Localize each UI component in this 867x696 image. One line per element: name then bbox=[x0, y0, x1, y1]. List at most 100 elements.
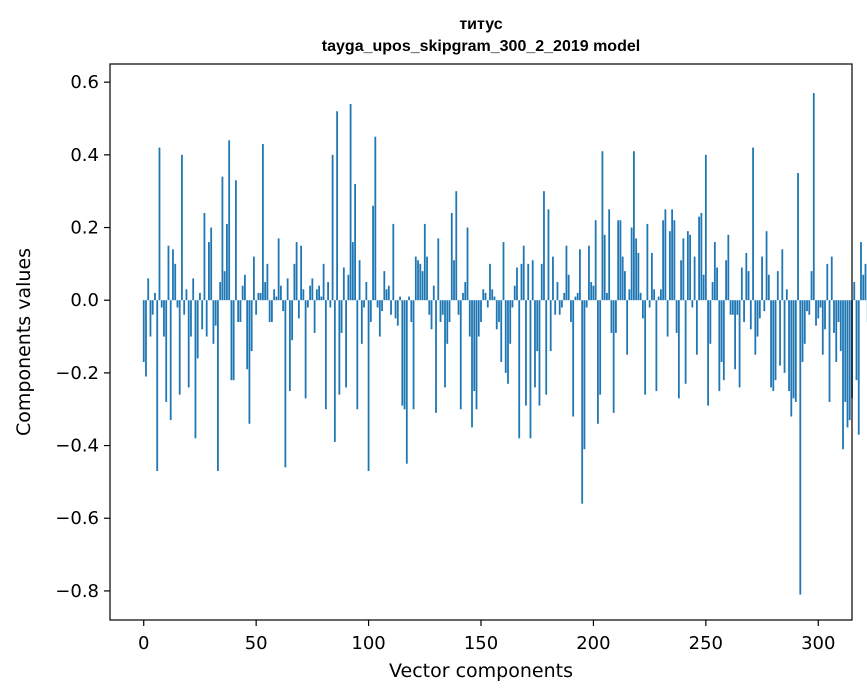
bar bbox=[194, 300, 197, 439]
bar bbox=[158, 147, 161, 301]
bar bbox=[507, 300, 509, 384]
bar bbox=[740, 267, 743, 301]
bar bbox=[677, 300, 680, 399]
bar bbox=[253, 256, 255, 301]
bar bbox=[482, 289, 485, 301]
bar bbox=[713, 242, 716, 301]
bar bbox=[864, 263, 867, 301]
bar bbox=[419, 263, 422, 301]
bar bbox=[297, 300, 300, 319]
bar bbox=[610, 300, 613, 333]
bar bbox=[785, 289, 788, 301]
bar bbox=[394, 300, 397, 319]
y-axis: 0.6 0.4 0.2 0.0 −0.2 −0.4 −0.6 −0.8 bbox=[55, 72, 110, 602]
bar bbox=[657, 296, 660, 301]
bar bbox=[163, 300, 165, 337]
bar bbox=[468, 300, 471, 337]
bar bbox=[295, 242, 298, 301]
bar bbox=[374, 136, 377, 301]
bar bbox=[716, 267, 718, 301]
bar bbox=[668, 231, 671, 301]
bar bbox=[711, 282, 714, 301]
bar bbox=[381, 300, 383, 312]
bar bbox=[572, 300, 575, 417]
bar bbox=[538, 300, 541, 406]
bar bbox=[318, 285, 321, 301]
bar bbox=[633, 151, 635, 301]
bar bbox=[176, 300, 179, 308]
bar bbox=[848, 300, 851, 421]
bar bbox=[279, 285, 282, 301]
bar bbox=[151, 300, 154, 315]
bar bbox=[390, 300, 392, 315]
bar bbox=[749, 300, 752, 330]
bar bbox=[540, 263, 543, 301]
y-tick-label: −0.2 bbox=[55, 363, 99, 384]
bar bbox=[624, 271, 626, 301]
bar bbox=[241, 285, 244, 301]
bar bbox=[806, 300, 808, 312]
bar bbox=[250, 300, 253, 352]
bar bbox=[457, 300, 460, 315]
bar bbox=[720, 300, 723, 362]
bar bbox=[172, 249, 174, 301]
bar bbox=[477, 300, 480, 337]
bar bbox=[345, 300, 347, 388]
x-tick-label: 200 bbox=[576, 633, 610, 654]
bar bbox=[520, 263, 523, 301]
bar bbox=[401, 300, 404, 406]
chart-subtitle: tayga_upos_skipgram_300_2_2019 model bbox=[322, 38, 640, 55]
bar bbox=[333, 300, 336, 442]
bar bbox=[594, 220, 597, 301]
bar bbox=[417, 260, 419, 301]
bar bbox=[217, 300, 219, 472]
bar bbox=[369, 300, 372, 323]
chart-title: титус bbox=[459, 16, 502, 33]
bar bbox=[702, 274, 705, 301]
bar bbox=[689, 234, 692, 301]
bar bbox=[801, 300, 804, 362]
bar bbox=[774, 300, 777, 381]
bar bbox=[360, 300, 363, 344]
bar bbox=[421, 271, 424, 301]
bar bbox=[693, 256, 696, 301]
bar bbox=[403, 300, 406, 410]
bar bbox=[857, 300, 860, 435]
bar bbox=[495, 300, 498, 330]
bar bbox=[196, 300, 199, 359]
bar bbox=[147, 278, 150, 301]
bar bbox=[178, 300, 181, 395]
bar bbox=[767, 274, 770, 301]
y-tick-label: −0.6 bbox=[55, 508, 99, 529]
bar bbox=[781, 249, 784, 301]
bar bbox=[208, 242, 210, 301]
bar bbox=[160, 300, 163, 308]
bar bbox=[473, 300, 476, 392]
bar bbox=[351, 242, 354, 301]
bar bbox=[846, 300, 849, 428]
bar bbox=[736, 300, 739, 315]
bar bbox=[536, 300, 539, 352]
bar bbox=[570, 300, 572, 323]
bar bbox=[686, 231, 689, 301]
bar bbox=[228, 140, 231, 301]
bar bbox=[756, 300, 759, 337]
bar bbox=[695, 300, 698, 355]
bar bbox=[763, 300, 766, 312]
bar bbox=[615, 300, 617, 333]
bar bbox=[628, 289, 631, 301]
bar bbox=[516, 267, 518, 301]
bar bbox=[187, 300, 190, 388]
bar bbox=[853, 282, 856, 301]
bar bbox=[783, 300, 786, 373]
bar bbox=[588, 245, 590, 301]
y-tick-label: −0.8 bbox=[55, 581, 99, 602]
bar bbox=[855, 300, 858, 381]
bar bbox=[441, 300, 444, 315]
x-axis-label: Vector components bbox=[389, 660, 573, 682]
bar bbox=[455, 191, 458, 301]
bar bbox=[426, 256, 428, 301]
bar bbox=[522, 245, 525, 301]
bar bbox=[244, 274, 246, 301]
x-tick-label: 0 bbox=[138, 633, 149, 654]
